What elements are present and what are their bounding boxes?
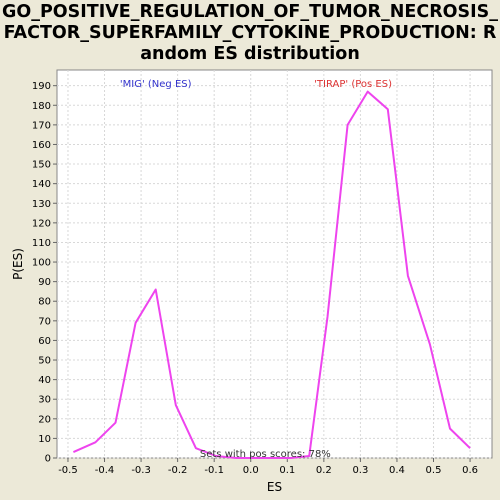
y-tick-label: 170 <box>32 120 51 131</box>
y-tick-label: 20 <box>38 414 51 425</box>
y-tick-label: 120 <box>32 218 51 229</box>
y-tick-label: 10 <box>38 434 51 445</box>
pos-es-annotation: 'TIRAP' (Pos ES) <box>314 79 392 90</box>
x-tick-label: 0.1 <box>279 465 295 476</box>
pos-scores-annotation: Sets with pos scores: 78% <box>200 449 331 460</box>
y-tick-label: 50 <box>38 356 51 367</box>
y-tick-label: 100 <box>32 258 51 269</box>
neg-es-annotation: 'MIG' (Neg ES) <box>120 79 192 90</box>
x-tick-label: 0.6 <box>462 465 478 476</box>
y-tick-label: 180 <box>32 101 51 112</box>
y-tick-label: 160 <box>32 140 51 151</box>
x-tick-label: -0.1 <box>204 465 224 476</box>
x-tick-label: 0.0 <box>243 465 259 476</box>
x-tick-label: 0.5 <box>426 465 442 476</box>
chart-title: GO_POSITIVE_REGULATION_OF_TUMOR_NECROSIS… <box>1 2 499 64</box>
y-tick-label: 150 <box>32 160 51 171</box>
x-tick-label: 0.3 <box>352 465 368 476</box>
x-tick-label: 0.2 <box>316 465 332 476</box>
x-tick-label: 0.4 <box>389 465 405 476</box>
es-distribution-line <box>72 90 471 459</box>
series <box>72 90 471 459</box>
y-axis-label: P(ES) <box>11 248 25 280</box>
x-axis-label: ES <box>267 480 282 494</box>
y-tick-label: 90 <box>38 277 51 288</box>
grid <box>57 70 492 459</box>
x-tick-label: -0.5 <box>58 465 78 476</box>
y-tick-label: 30 <box>38 395 51 406</box>
y-tick-label: 190 <box>32 81 51 92</box>
x-tick-label: -0.3 <box>131 465 151 476</box>
plot-area <box>56 69 493 459</box>
x-tick-label: -0.4 <box>95 465 115 476</box>
axes: 0 10 20 30 40 50 60 70 80 90 100 110 120 130 140 150 160… <box>32 81 478 476</box>
y-tick-label: 0 <box>45 454 51 465</box>
x-tick-label: -0.2 <box>168 465 188 476</box>
y-tick-label: 130 <box>32 199 51 210</box>
y-tick-label: 40 <box>38 375 51 386</box>
y-tick-label: 70 <box>38 316 51 327</box>
annotations: 'MIG' (Neg ES) 'TIRAP' (Pos ES) Sets with … <box>120 79 392 460</box>
y-tick-label: 60 <box>38 336 51 347</box>
y-tick-label: 80 <box>38 297 51 308</box>
y-tick-label: 140 <box>32 179 51 190</box>
y-tick-label: 110 <box>32 238 51 249</box>
